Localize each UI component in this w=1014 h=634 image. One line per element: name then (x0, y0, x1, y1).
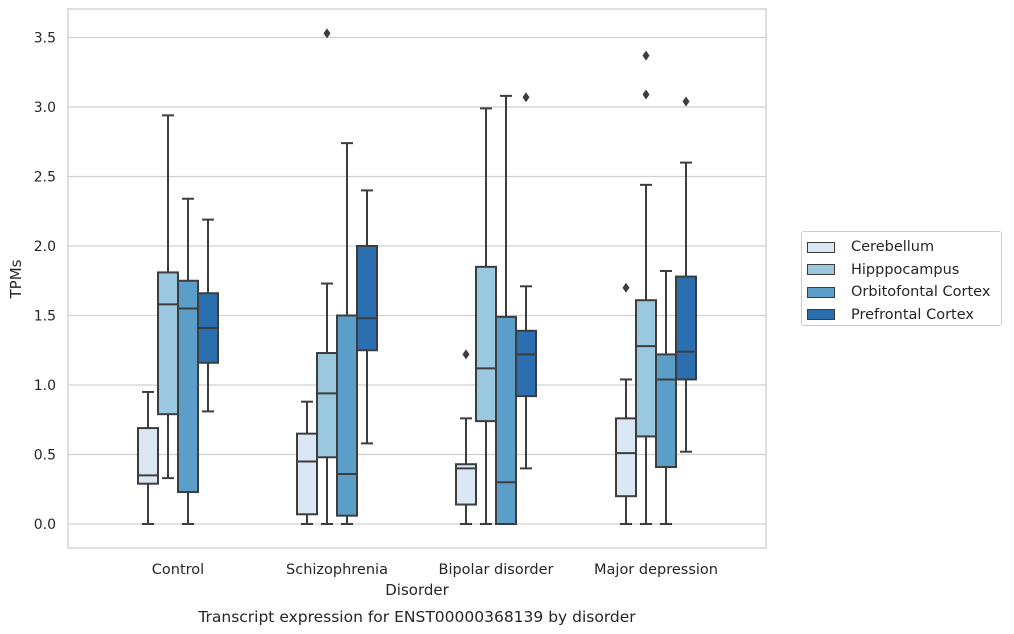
box (137, 427, 159, 485)
y-axis-label: TPMs (7, 259, 25, 299)
legend-item: Hipppocampus (807, 259, 1001, 282)
outlier-point (642, 89, 650, 100)
legend-item: Cerebellum (807, 236, 1001, 259)
box (635, 299, 657, 438)
legend-item: Prefrontal Cortex (807, 304, 1001, 327)
legend-swatch (807, 309, 835, 321)
box-plot (455, 349, 477, 525)
legend-label: Hipppocampus (851, 261, 960, 278)
box-plot (515, 92, 537, 470)
legend: Cerebellum Hipppocampus Orbitofontal Cor… (801, 231, 1002, 326)
x-tick-label: Schizophrenia (286, 562, 388, 578)
box (655, 353, 677, 469)
box (455, 463, 477, 506)
y-tick-label: 1.0 (34, 378, 56, 394)
legend-label: Prefrontal Cortex (851, 306, 974, 323)
box-plot (655, 270, 677, 525)
legend-label: Cerebellum (851, 239, 935, 256)
box-plots (137, 28, 697, 526)
y-tick-label: 0.5 (34, 448, 56, 464)
y-tick-label: 2.5 (34, 170, 56, 186)
box (515, 329, 537, 398)
y-tick-label: 3.5 (34, 31, 56, 47)
box (177, 279, 199, 494)
box-plot (197, 218, 219, 413)
box (336, 314, 358, 517)
box-plot (495, 94, 517, 526)
legend-swatch (807, 241, 835, 253)
box-plot (177, 197, 199, 525)
box (296, 432, 318, 516)
y-tick-label: 0.0 (34, 517, 56, 533)
box-plot (675, 96, 697, 453)
box-plot (615, 282, 637, 525)
x-axis-label: Disorder (385, 581, 449, 599)
outlier-point (522, 92, 530, 103)
y-tick-label: 1.5 (34, 309, 56, 325)
outlier-point (323, 28, 331, 39)
outlier-point (622, 282, 630, 293)
box-plot (635, 50, 657, 525)
box (495, 315, 517, 526)
box-plot (356, 189, 378, 445)
outlier-point (642, 50, 650, 61)
box-plot (137, 390, 159, 525)
legend-label: Orbitofontal Cortex (851, 284, 991, 301)
box (675, 275, 697, 381)
legend-item: Orbitofontal Cortex (807, 281, 1001, 304)
outlier-point (682, 96, 690, 107)
box-plot (336, 142, 358, 525)
legend-swatch (807, 264, 835, 276)
x-axis: Control Schizophrenia Bipolar disorder Majo… (152, 562, 718, 578)
x-tick-label: Control (152, 562, 204, 578)
box (615, 417, 637, 498)
box (157, 271, 179, 416)
y-tick-label: 3.0 (34, 100, 56, 116)
box (316, 352, 338, 459)
box (475, 265, 497, 423)
x-tick-label: Major depression (594, 562, 718, 578)
y-axis: 0.0 0.5 1.0 1.5 2.0 2.5 3.0 3.5 (34, 31, 56, 534)
y-tick-label: 2.0 (34, 239, 56, 255)
box-plot (296, 400, 318, 525)
outlier-point (462, 349, 470, 360)
legend-swatch (807, 286, 835, 298)
x-tick-label: Bipolar disorder (439, 562, 554, 578)
chart-title: Transcript expression for ENST0000036813… (197, 608, 636, 626)
box (356, 245, 378, 352)
